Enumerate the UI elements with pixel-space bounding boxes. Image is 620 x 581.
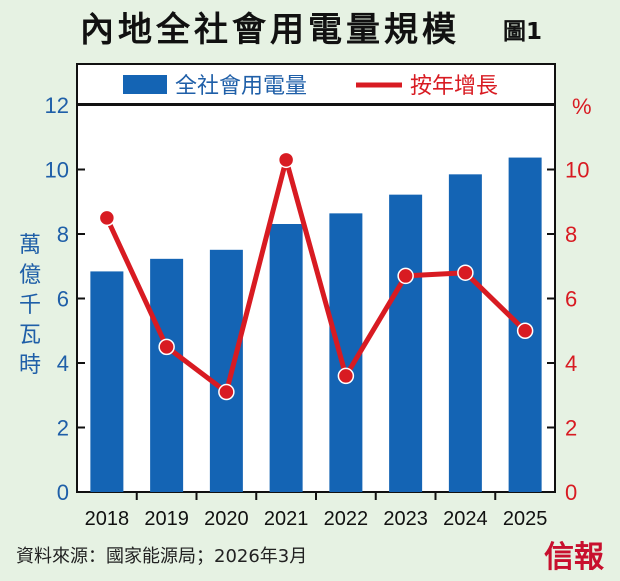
left-tick-label: 10 (45, 158, 69, 183)
x-tick-label: 2022 (324, 508, 369, 530)
right-tick-label: 2 (565, 416, 577, 441)
growth-point-2021 (277, 151, 295, 169)
figure-number: 圖1 (503, 19, 543, 45)
right-tick-label: 6 (565, 287, 577, 312)
left-tick-label: 0 (57, 480, 69, 505)
left-tick-label: 8 (57, 222, 69, 247)
plot-area (76, 104, 556, 493)
growth-point-2020 (218, 383, 235, 401)
x-tick-label: 2018 (85, 508, 130, 530)
growth-point-2018 (98, 209, 116, 227)
bar-2021 (269, 224, 303, 492)
bar-series (90, 157, 542, 493)
source-note: 資料來源：國家能源局；2026年3月 (16, 546, 308, 567)
bar-2019 (150, 258, 184, 492)
x-tick-label: 2019 (144, 508, 189, 530)
right-tick-label: 10 (565, 158, 589, 183)
x-tick-label: 2025 (503, 508, 548, 530)
right-axis: 0 2 4 6 8 10 (547, 158, 589, 505)
left-tick-label: 2 (57, 416, 69, 441)
right-tick-label: 0 (565, 480, 577, 505)
publisher-logo: 信報 (544, 540, 604, 575)
legend-label-bars: 全社會用電量 (175, 74, 307, 99)
y-axis-label-right: % (572, 94, 592, 119)
bar-2018 (90, 271, 124, 492)
x-tick-label: 2023 (383, 508, 428, 530)
legend-label-line: 按年增長 (410, 74, 498, 99)
x-tick-label: 2024 (443, 508, 488, 530)
left-tick-label: 6 (57, 287, 69, 312)
left-tick-label: 12 (45, 93, 69, 118)
left-tick-label: 4 (57, 351, 69, 376)
growth-point-2024 (457, 264, 474, 281)
right-tick-label: 4 (565, 351, 577, 376)
x-tick-label: 2021 (264, 508, 309, 530)
growth-point-2023 (397, 267, 414, 285)
line-series (98, 151, 534, 401)
legend-bar-swatch (123, 75, 167, 94)
growth-point-2019 (158, 338, 175, 356)
x-tick-label: 2020 (204, 508, 249, 530)
bar-2023 (389, 194, 423, 492)
growth-point-2022 (337, 367, 355, 385)
growth-point-2025 (516, 322, 534, 339)
chart-title: 內地全社會用電量規模 (80, 10, 460, 50)
y-axis-label-left: 萬億千瓦時 (19, 233, 41, 378)
growth-line (104, 157, 527, 395)
x-axis: 2018 2019 2020 2021 2022 2023 2024 2025 (85, 492, 548, 530)
left-axis: 0 2 4 6 8 10 12 (45, 93, 85, 505)
right-tick-label: 8 (565, 222, 577, 247)
bar-2020 (209, 249, 243, 492)
bar-2024 (448, 174, 482, 492)
